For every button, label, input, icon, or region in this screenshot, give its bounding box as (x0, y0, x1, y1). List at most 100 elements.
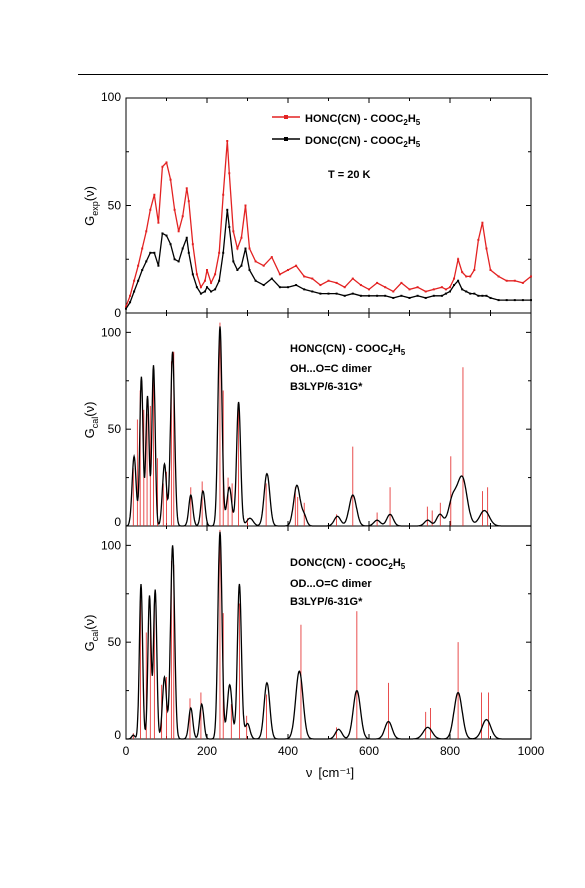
top-point-red (262, 264, 265, 267)
top-point-black (203, 290, 206, 293)
top-point-black (133, 290, 136, 293)
top-point-red (218, 251, 221, 254)
top-point-black (485, 294, 488, 297)
top-point-black (191, 273, 194, 276)
top-point-black (199, 292, 202, 295)
top-point-red (477, 238, 480, 241)
top-point-black (222, 251, 225, 254)
top-point-black (278, 286, 281, 289)
top-point-black (359, 294, 362, 297)
top-point-red (133, 279, 136, 282)
middle-annotation-line2: OH...O=C dimer (290, 363, 372, 375)
top-point-red (236, 247, 239, 250)
top-ylabel-paren: (ν) (82, 186, 97, 201)
middle-ytick-label: 50 (108, 422, 122, 436)
top-point-black (400, 294, 403, 297)
legend-red-marker (284, 115, 288, 119)
xtick-label: 600 (359, 744, 379, 758)
top-point-red (195, 273, 198, 276)
top-point-black (376, 294, 379, 297)
top-point-red (392, 290, 395, 293)
xtick-label: 0 (123, 744, 130, 758)
top-point-black (473, 292, 476, 295)
top-point-red (481, 221, 484, 224)
top-point-black (505, 299, 508, 302)
legend-black-label: DONC(CN) - COOC2H5 (305, 135, 421, 149)
top-point-red (141, 247, 144, 250)
top-point-red (368, 288, 370, 291)
top-point-black (165, 234, 168, 237)
top-point-black (319, 292, 322, 295)
top-point-black (444, 292, 447, 295)
top-point-red (465, 275, 468, 278)
top-point-black (232, 260, 235, 263)
top-point-red (145, 230, 148, 233)
top-point-black (489, 296, 492, 299)
top-point-red (513, 279, 516, 282)
top-point-red (376, 281, 379, 284)
top-point-black (177, 260, 180, 263)
top-point-red (384, 286, 387, 289)
top-point-black (521, 299, 524, 302)
top-point-red (210, 281, 213, 284)
top-point-red (473, 269, 476, 271)
top-series-red (125, 140, 532, 307)
top-point-black (481, 294, 484, 297)
bottom-ylabel: Gcal(ν) (82, 615, 100, 652)
top-ytick-label: 100 (101, 90, 121, 104)
top-point-red (497, 275, 500, 278)
top-point-black (287, 286, 289, 289)
top-ylabel: Gexp(ν) (82, 186, 100, 226)
top-point-black (303, 288, 306, 291)
top-point-black (469, 292, 472, 295)
top-point-black (161, 232, 164, 235)
top-point-red (400, 281, 403, 284)
top-point-red (444, 288, 447, 291)
xtick-label: 400 (278, 744, 298, 758)
top-point-red (335, 281, 338, 284)
top-point-red (485, 247, 488, 250)
bottom-annotation-line1: DONC(CN) - COOC2H5 (290, 557, 406, 571)
middle-annotation-line3: B3LYP/6-31G* (290, 381, 363, 393)
bottom-ytick-label: 50 (108, 635, 122, 649)
top-point-red (287, 269, 289, 271)
top-point-red (191, 243, 194, 246)
top-point-black (461, 288, 464, 291)
top-point-red (416, 286, 419, 289)
top-point-red (149, 208, 152, 211)
middle-ylabel-sub: cal (90, 417, 100, 429)
top-point-black (125, 307, 127, 310)
top-point-black (530, 299, 532, 302)
top-point-black (169, 243, 172, 246)
top-point-red (199, 286, 202, 289)
top-point-red (125, 305, 127, 308)
xtick-label: 1000 (518, 744, 545, 758)
middle-annotation: HONC(CN) - COOC2H5 OH...O=C dimer B3LYP/… (290, 343, 406, 393)
top-point-black (248, 269, 251, 271)
top-point-red (453, 277, 456, 280)
top-point-black (392, 296, 395, 299)
top-point-red (228, 172, 231, 175)
top-point-red (173, 208, 176, 211)
top-point-black (440, 294, 443, 297)
top-point-red (129, 294, 132, 297)
top-point-black (449, 290, 451, 293)
middle-ylabel-paren: (ν) (82, 402, 97, 417)
top-point-black (137, 279, 140, 282)
top-ylabel-sub: exp (90, 201, 100, 216)
top-ytick-label: 50 (108, 199, 122, 213)
top-point-black (228, 226, 231, 228)
top-point-red (489, 269, 492, 271)
top-point-black (214, 288, 217, 291)
top-point-black (368, 294, 370, 297)
top-point-red (187, 200, 190, 203)
top-point-red (432, 288, 435, 291)
top-point-black (244, 247, 247, 250)
top-point-red (521, 281, 524, 284)
top-point-black (149, 251, 152, 254)
top-point-black (270, 277, 273, 280)
top-point-black (226, 208, 229, 211)
top-point-black (408, 296, 411, 299)
top-point-black (335, 292, 338, 295)
top-point-black (384, 294, 387, 297)
